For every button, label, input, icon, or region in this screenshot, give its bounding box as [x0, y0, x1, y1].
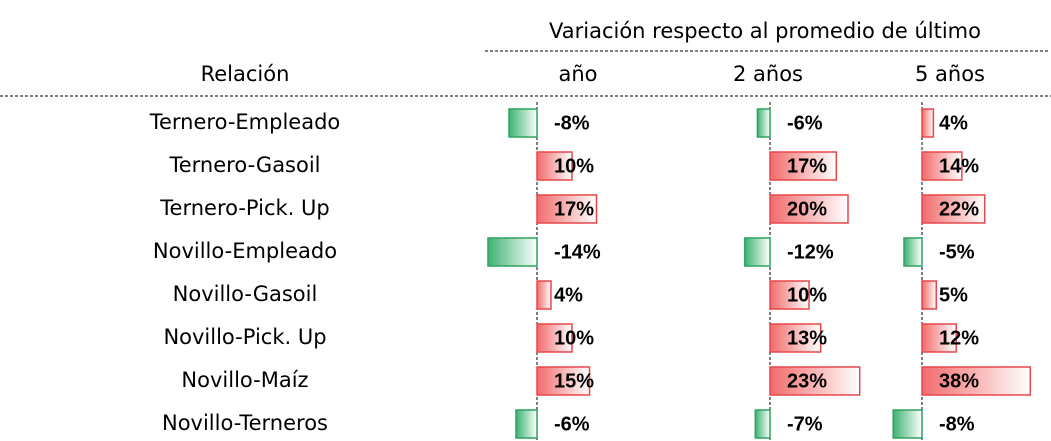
row-label: Ternero-Empleado [149, 110, 341, 134]
column-header: 5 años [915, 62, 985, 86]
value-label: -8% [939, 413, 975, 435]
value-label: -14% [554, 241, 601, 263]
value-label: 12% [939, 327, 979, 349]
value-label: 38% [939, 370, 979, 392]
data-bar [744, 237, 771, 267]
row-label: Novillo-Pick. Up [163, 325, 326, 349]
data-bar [536, 194, 598, 224]
data-bar [487, 237, 538, 267]
row-label: Ternero-Pick. Up [159, 196, 329, 220]
row-label: Ternero-Gasoil [168, 153, 320, 177]
group-header: Variación respecto al promedio de último [549, 19, 981, 43]
value-label: 17% [554, 198, 594, 220]
row-label: Novillo-Maíz [181, 368, 308, 392]
data-bar [921, 108, 935, 138]
value-label: 10% [787, 284, 827, 306]
data-bar [515, 409, 538, 439]
data-bar [536, 366, 591, 396]
value-label: 22% [939, 198, 979, 220]
data-bar [536, 280, 552, 310]
value-label: 14% [939, 155, 979, 177]
data-bar [769, 366, 861, 396]
value-label: 17% [787, 155, 827, 177]
data-bar [903, 237, 923, 267]
data-bar [536, 323, 573, 353]
data-bar [769, 323, 822, 353]
value-label: -6% [554, 413, 590, 435]
data-bar [769, 280, 810, 310]
data-bar [756, 108, 771, 138]
value-label: -6% [787, 112, 823, 134]
value-label: -7% [787, 413, 823, 435]
relation-header: Relación [201, 62, 290, 86]
row-label: Novillo-Terneros [162, 411, 328, 435]
column-header: año [558, 62, 597, 86]
data-bar [769, 194, 849, 224]
data-bar [536, 151, 573, 181]
data-bar [892, 409, 923, 439]
value-label: 10% [554, 327, 594, 349]
value-label: 23% [787, 370, 827, 392]
data-bar [921, 151, 963, 181]
value-label: 10% [554, 155, 594, 177]
data-bar [508, 108, 538, 138]
value-label: 15% [554, 370, 594, 392]
data-bar [921, 280, 937, 310]
data-bar [921, 366, 1032, 396]
value-label: -8% [554, 112, 590, 134]
value-label: 5% [939, 284, 968, 306]
value-label: 4% [939, 112, 968, 134]
column-header: 2 años [733, 62, 803, 86]
row-label: Novillo-Gasoil [173, 282, 318, 306]
value-label: 20% [787, 198, 827, 220]
data-bar [921, 323, 957, 353]
data-bar [754, 409, 771, 439]
value-label: -12% [787, 241, 834, 263]
data-bar [921, 194, 986, 224]
value-label: 13% [787, 327, 827, 349]
value-label: -5% [939, 241, 975, 263]
data-bar [769, 151, 838, 181]
value-label: 4% [554, 284, 583, 306]
row-label: Novillo-Empleado [153, 239, 337, 263]
